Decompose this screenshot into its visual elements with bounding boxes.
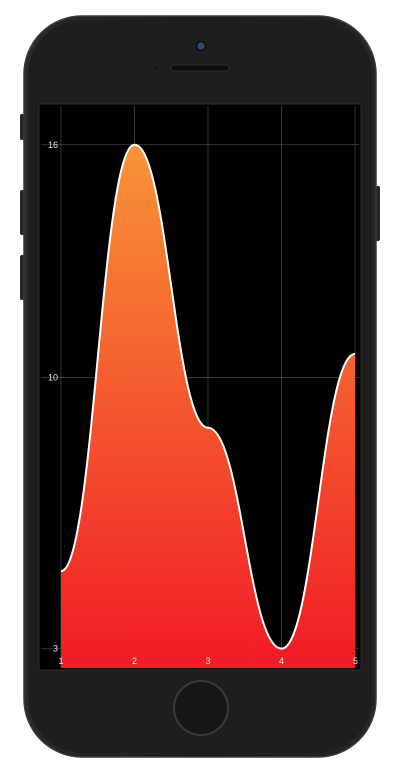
x-tick-label: 2: [132, 656, 137, 666]
y-tick-label: 3: [53, 644, 58, 654]
y-tick-label: 10: [48, 372, 58, 382]
x-tick-label: 1: [58, 656, 63, 666]
x-tick-label: 4: [279, 656, 284, 666]
proximity-sensor: [154, 66, 158, 70]
axis-ticks: 3 10 16 1 2 3 4 5: [48, 140, 358, 666]
series-line: [60, 143, 356, 650]
y-tick-label: 16: [48, 140, 58, 150]
area-fill: [61, 144, 355, 668]
front-camera: [195, 40, 207, 52]
x-tick-label: 3: [205, 656, 210, 666]
area-chart: 3 10 16 1 2 3 4 5: [41, 106, 359, 668]
x-tick-label: 5: [353, 656, 358, 666]
earpiece-speaker: [170, 64, 230, 72]
home-button[interactable]: [173, 680, 229, 736]
